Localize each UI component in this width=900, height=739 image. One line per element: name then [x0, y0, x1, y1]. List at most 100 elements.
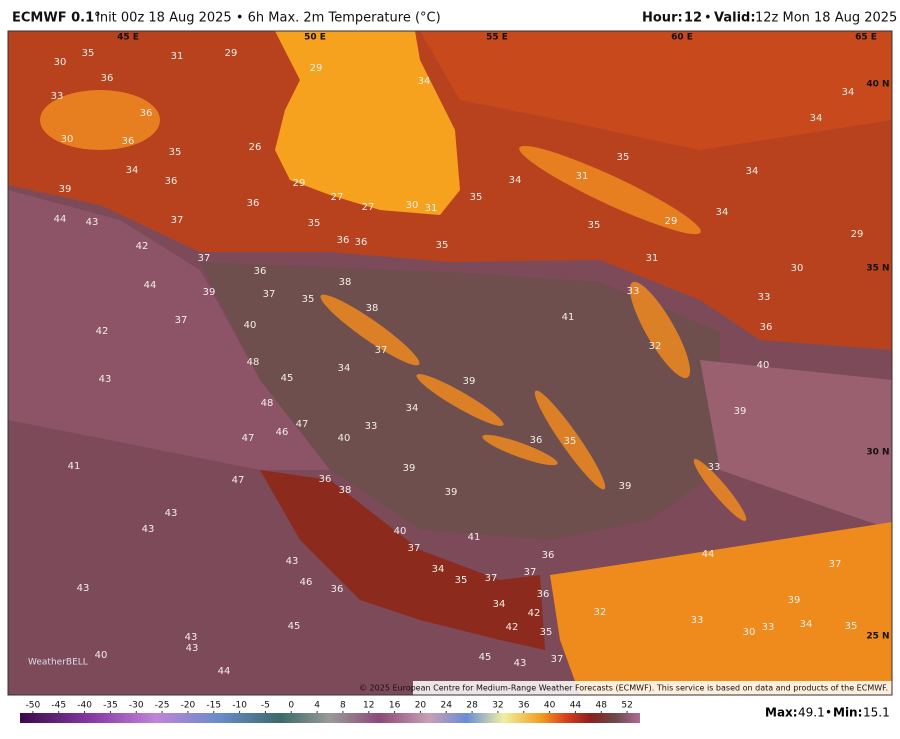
colorbar-tick-label: 8 [340, 701, 346, 711]
temperature-label: 38 [339, 485, 352, 496]
colorbar-tick-label: 48 [596, 701, 608, 711]
lat-label: 35 N [866, 264, 889, 274]
lat-label: 40 N [866, 80, 889, 90]
valid-label: Valid: [714, 11, 756, 26]
temperature-label: 34 [810, 113, 823, 124]
lon-label: 60 E [671, 33, 693, 43]
temperature-label: 43 [99, 374, 112, 385]
temperature-label: 31 [171, 51, 184, 62]
max-value: 49.1 [798, 706, 825, 720]
colorbar-tick-label: 40 [544, 701, 556, 711]
colorbar-tick-label: -25 [155, 701, 170, 711]
temperature-label: 30 [54, 57, 67, 68]
temperature-label: 35 [845, 621, 858, 632]
temperature-label: 38 [366, 303, 379, 314]
temperature-label: 34 [800, 619, 813, 630]
temperature-label: 36 [140, 108, 153, 119]
temperature-label: 31 [576, 171, 589, 182]
temperature-label: 37 [198, 253, 211, 264]
temperature-label: 35 [302, 294, 315, 305]
temperature-label: 37 [375, 345, 388, 356]
temperature-label: 34 [509, 175, 522, 186]
temperature-label: 34 [406, 403, 419, 414]
temperature-label: 37 [175, 315, 188, 326]
lat-label: 25 N [866, 632, 889, 642]
temperature-label: 35 [588, 220, 601, 231]
temperature-label: 29 [293, 178, 306, 189]
temperature-label: 40 [757, 360, 770, 371]
temperature-label: 32 [649, 341, 662, 352]
temperature-label: 44 [54, 214, 67, 225]
temperature-label: 30 [743, 627, 756, 638]
temperature-label: 37 [551, 654, 564, 665]
temperature-label: 37 [408, 543, 421, 554]
temperature-label: 46 [276, 427, 289, 438]
max-label: Max: [765, 706, 798, 720]
temperature-label: 35 [169, 147, 182, 158]
colorbar-tick-label: -30 [129, 701, 144, 711]
temperature-label: 35 [455, 575, 468, 586]
colorbar-tick-label: 28 [466, 701, 478, 711]
colorbar [20, 713, 640, 723]
temperature-label: 48 [261, 398, 274, 409]
temperature-label: 37 [171, 215, 184, 226]
temperature-label: 43 [186, 643, 199, 654]
temperature-label: 35 [540, 627, 553, 638]
temperature-label: 36 [530, 435, 543, 446]
map-labels: 45 E 50 E 55 E 60 E 65 E 40 N 35 N 30 N 25 N 30 36… [51, 33, 890, 678]
temperature-label: 40 [394, 526, 407, 537]
temperature-label: 36 [101, 73, 114, 84]
separator: • [704, 11, 712, 26]
temperature-label: 44 [702, 549, 715, 560]
temperature-label: 43 [142, 524, 155, 535]
temperature-label: 35 [564, 436, 577, 447]
separator: • [825, 706, 832, 720]
temperature-label: 43 [165, 508, 178, 519]
colorbar-tick-label: 24 [441, 701, 453, 711]
header: ECMWF 0.1° Init 00z 18 Aug 2025 • 6h Max… [12, 11, 897, 26]
min-label: Min: [833, 706, 862, 720]
temperature-label: 33 [762, 622, 775, 633]
temperature-label: 33 [708, 462, 721, 473]
temperature-label: 47 [232, 475, 245, 486]
lat-label: 30 N [866, 448, 889, 458]
temperature-label: 30 [61, 134, 74, 145]
temperature-label: 27 [362, 202, 375, 213]
temperature-label: 34 [842, 87, 855, 98]
temperature-label: 47 [296, 419, 309, 430]
colorbar-tick-label: -45 [51, 701, 66, 711]
temperature-label: 34 [126, 165, 139, 176]
colorbar-tick-label: 4 [314, 701, 320, 711]
colorbar-tick-label: -40 [77, 701, 92, 711]
temperature-label: 36 [319, 474, 332, 485]
temperature-label: 41 [562, 312, 575, 323]
temperature-label: 36 [337, 235, 350, 246]
temperature-label: 36 [122, 136, 135, 147]
hour: 12 [684, 11, 702, 26]
min-value: 15.1 [863, 706, 890, 720]
temperature-label: 36 [355, 237, 368, 248]
temperature-label: 34 [716, 207, 729, 218]
temperature-label: 40 [244, 320, 257, 331]
map [8, 31, 892, 695]
temperature-label: 35 [470, 192, 483, 203]
temperature-label: 32 [594, 607, 607, 618]
temperature-label: 39 [59, 184, 72, 195]
colorbar-tick-label: -15 [206, 701, 221, 711]
temperature-label: 35 [436, 240, 449, 251]
temperature-label: 34 [432, 564, 445, 575]
temperature-label: 29 [310, 63, 323, 74]
temperature-label: 35 [617, 152, 630, 163]
temperature-label: 27 [331, 192, 344, 203]
temperature-label: 39 [403, 463, 416, 474]
temperature-label: 39 [463, 376, 476, 387]
temperature-label: 38 [339, 277, 352, 288]
temperature-label: 39 [788, 595, 801, 606]
temperature-label: 43 [86, 217, 99, 228]
colorbar-tick-label: -35 [103, 701, 118, 711]
temperature-label: 37 [485, 573, 498, 584]
temperature-label: 37 [829, 559, 842, 570]
colorbar-tick-label: 52 [621, 701, 632, 711]
temperature-label: 30 [406, 200, 419, 211]
temperature-label: 46 [300, 577, 313, 588]
